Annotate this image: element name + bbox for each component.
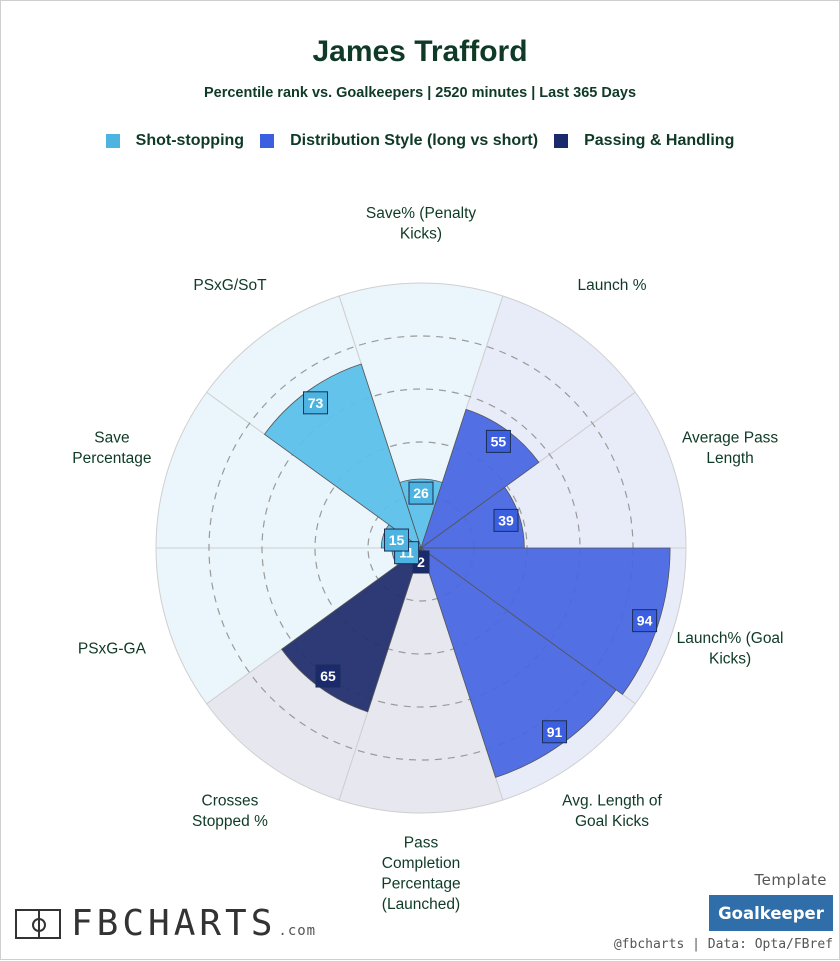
legend-item-passing[interactable]: Passing & Handling <box>554 132 734 150</box>
category-label-7: PSxG-GA <box>78 640 147 657</box>
category-label-6: Crosses Stopped % <box>192 793 268 831</box>
category-label-9: PSxG/SoT <box>193 277 267 294</box>
svg-text:26: 26 <box>413 485 429 501</box>
value-label-6: 65 <box>315 664 341 688</box>
pitch-icon <box>15 909 61 939</box>
category-label-3: Launch% (Goal Kicks) <box>677 630 784 668</box>
category-label-1: Launch % <box>578 277 647 294</box>
sector-background <box>338 282 504 550</box>
legend-label: Passing & Handling <box>584 132 735 149</box>
svg-text:91: 91 <box>547 724 563 740</box>
template-button[interactable]: Goalkeeper <box>709 895 833 931</box>
bar-3[interactable] <box>419 547 671 695</box>
fbcharts-logo: FBCHARTS .com <box>15 903 317 944</box>
value-label-9: 73 <box>303 391 329 415</box>
category-label-5: Pass Completion Percentage (Launched) <box>381 834 460 913</box>
credits: @fbcharts | Data: Opta/FBref <box>613 937 833 952</box>
svg-text:2: 2 <box>417 554 425 570</box>
svg-text:73: 73 <box>308 395 324 411</box>
category-label-8: Save Percentage <box>72 429 151 467</box>
svg-text:65: 65 <box>320 668 336 684</box>
logo-text: FBCHARTS <box>71 903 277 944</box>
svg-text:94: 94 <box>637 613 653 629</box>
svg-text:55: 55 <box>491 433 507 449</box>
sector-background <box>155 391 423 549</box>
template-label: Template <box>754 871 827 889</box>
value-label-2: 39 <box>493 508 519 532</box>
legend-swatch <box>260 134 275 148</box>
legend-label: Shot-stopping <box>135 132 245 149</box>
value-label-4: 91 <box>542 720 568 744</box>
value-label-0: 26 <box>408 481 434 505</box>
legend-swatch <box>554 134 569 148</box>
value-label-1: 55 <box>485 429 511 453</box>
legend-label: Distribution Style (long vs short) <box>290 132 539 149</box>
logo-suffix: .com <box>278 923 317 939</box>
sector-background <box>338 546 504 814</box>
chart-subtitle: Percentile rank vs. Goalkeepers | 2520 m… <box>203 85 637 101</box>
svg-text:39: 39 <box>498 512 514 528</box>
sector-background <box>155 547 423 705</box>
legend: Shot-stopping Distribution Style (long v… <box>1 132 839 150</box>
legend-swatch <box>105 134 120 148</box>
svg-text:15: 15 <box>389 532 405 548</box>
chart-title: James Trafford <box>312 35 528 68</box>
value-label-8: 15 <box>384 528 410 552</box>
category-label-4: Avg. Length of Goal Kicks <box>562 793 662 831</box>
category-label-0: Save% (Penalty Kicks) <box>366 205 477 243</box>
legend-item-distribution[interactable]: Distribution Style (long vs short) <box>260 132 538 150</box>
value-label-3: 94 <box>632 609 658 633</box>
category-label-2: Average Pass Length <box>682 429 778 467</box>
legend-item-shot-stopping[interactable]: Shot-stopping <box>105 132 245 150</box>
